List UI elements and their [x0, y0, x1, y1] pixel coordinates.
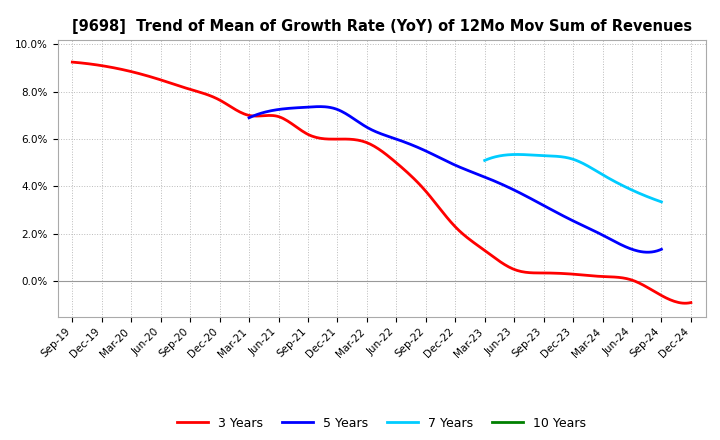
Line: 5 Years: 5 Years [249, 106, 662, 252]
5 Years [594, 230, 603, 235]
7 Years [480, 158, 489, 163]
5 Years [620, 243, 629, 249]
5 Years [657, 247, 666, 252]
Title: [9698]  Trend of Mean of Growth Rate (YoY) of 12Mo Mov Sum of Revenues: [9698] Trend of Mean of Growth Rate (YoY… [71, 19, 692, 34]
3 Years [687, 300, 696, 305]
7 Years [630, 188, 639, 194]
5 Years [643, 249, 652, 255]
5 Years [245, 115, 253, 121]
3 Years [436, 207, 445, 212]
Legend: 3 Years, 5 Years, 7 Years, 10 Years: 3 Years, 5 Years, 7 Years, 10 Years [172, 412, 591, 435]
7 Years [585, 165, 594, 170]
Line: 3 Years: 3 Years [72, 62, 691, 303]
3 Years [590, 273, 598, 279]
3 Years [629, 278, 637, 283]
7 Years [641, 193, 649, 198]
5 Years [246, 114, 255, 120]
5 Years [492, 179, 500, 184]
5 Years [315, 104, 324, 109]
7 Years [586, 165, 595, 170]
3 Years [434, 204, 443, 209]
3 Years [446, 220, 455, 225]
7 Years [589, 167, 598, 172]
3 Years [680, 301, 689, 306]
7 Years [481, 158, 490, 163]
7 Years [513, 152, 521, 157]
3 Years [68, 59, 76, 65]
Line: 7 Years: 7 Years [485, 154, 662, 202]
5 Years [490, 179, 499, 184]
5 Years [498, 182, 507, 187]
7 Years [657, 199, 666, 205]
3 Years [70, 60, 78, 65]
